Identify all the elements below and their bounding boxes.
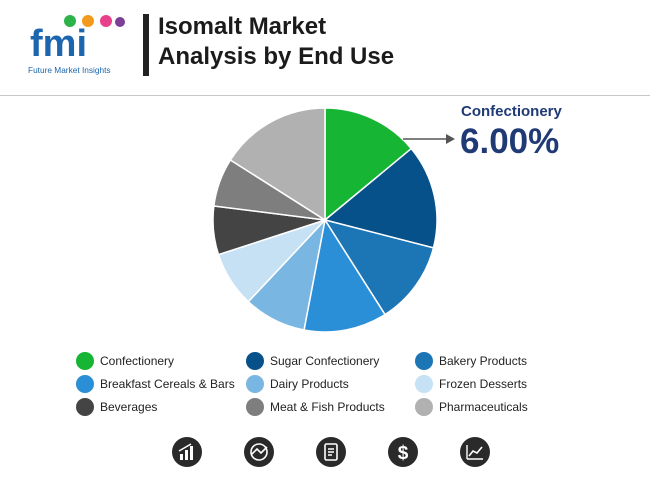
legend-swatch: [246, 375, 264, 393]
page-title: Isomalt Market Analysis by End Use: [158, 12, 478, 72]
legend-label: Dairy Products: [270, 377, 349, 391]
legend-item: Beverages: [76, 398, 157, 416]
logo-wordmark: fmi: [30, 23, 87, 65]
title-line-2: Analysis by End Use: [158, 43, 395, 70]
pie-slice-bakery-products: [323, 218, 435, 316]
legend-item: Meat & Fish Products: [246, 398, 385, 416]
pie-chart: [212, 107, 455, 333]
legend-label: Sugar Confectionery: [270, 354, 380, 368]
legend-item: Breakfast Cereals & Bars: [76, 375, 235, 393]
fmi-logo: fmi Future Market Insights: [24, 12, 132, 76]
dollar-icon: $: [387, 436, 419, 468]
legend-swatch: [415, 375, 433, 393]
logo-subtitle: Future Market Insights: [28, 65, 111, 75]
legend-item: Sugar Confectionery: [246, 352, 379, 370]
report-icon: [315, 436, 347, 468]
callout-arrow-head: [446, 134, 455, 144]
pie-slice-pharmaceuticals: [229, 107, 326, 222]
legend-item: Confectionery: [76, 352, 174, 370]
legend-label: Breakfast Cereals & Bars: [100, 377, 235, 391]
legend-label: Confectionery: [100, 354, 175, 368]
legend-swatch: [76, 375, 94, 393]
legend-label: Beverages: [100, 400, 158, 414]
legend-swatch: [415, 352, 433, 370]
legend-label: Bakery Products: [439, 354, 528, 368]
callout-value: 6.00%: [460, 122, 560, 161]
line-chart-icon: [459, 436, 491, 468]
pie-slice-breakfast-cereals-bars: [303, 217, 387, 333]
footer-icons: $: [0, 436, 650, 470]
legend-item: Bakery Products: [415, 352, 527, 370]
legend-label: Meat & Fish Products: [270, 400, 385, 414]
legend-label: Frozen Desserts: [439, 377, 528, 391]
divider: [0, 95, 650, 96]
title-line-1: Isomalt Market: [158, 13, 327, 40]
globe-chart-icon: [243, 436, 275, 468]
title-accent-bar: [143, 14, 149, 76]
legend-swatch: [415, 398, 433, 416]
pie-slice-confectionery: [324, 107, 413, 222]
legend-label: Pharmaceuticals: [439, 400, 528, 414]
callout-label: Confectionery: [461, 103, 562, 120]
bar-chart-icon: [171, 436, 203, 468]
legend-swatch: [246, 352, 264, 370]
legend-item: Pharmaceuticals: [415, 398, 528, 416]
legend-swatch: [76, 398, 94, 416]
legend-swatch: [246, 398, 264, 416]
legend-item: Dairy Products: [246, 375, 349, 393]
legend-swatch: [76, 352, 94, 370]
svg-text:$: $: [398, 443, 409, 464]
pie-slice-sugar-confectionery: [323, 147, 438, 249]
legend-item: Frozen Desserts: [415, 375, 527, 393]
